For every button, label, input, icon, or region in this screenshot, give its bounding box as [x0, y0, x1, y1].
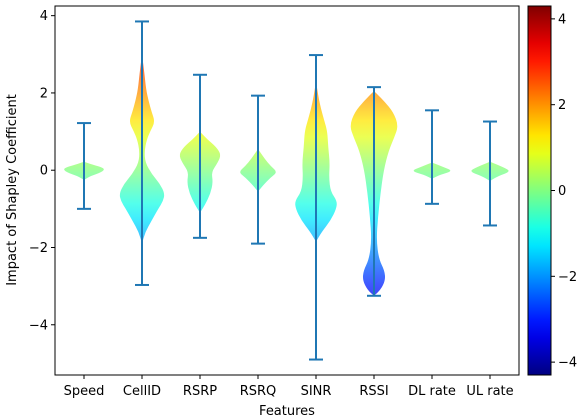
colorbar-tick-label: 4 [558, 12, 566, 27]
colorbar: −4 −2 0 2 4 [527, 5, 577, 376]
y-tick-label: 0 [40, 164, 48, 179]
x-tick-label: SINR [301, 384, 332, 399]
x-tick-label: RSRP [183, 384, 217, 399]
x-tick-label: RSRQ [240, 384, 277, 399]
x-tick-label: RSSI [359, 384, 388, 399]
y-tick-label: −2 [29, 241, 48, 256]
colorbar-tick-label: −4 [558, 356, 577, 371]
colorbar-gradient [527, 5, 552, 376]
y-tick-label: 2 [40, 86, 48, 101]
x-tick-label: CellID [123, 384, 161, 399]
axes-frame [54, 5, 520, 376]
y-axis-label: Impact of Shapley Coefficient [5, 94, 20, 286]
y-tick-label: −4 [29, 318, 48, 333]
x-tick-label: DL rate [408, 384, 456, 399]
plot-area [64, 20, 509, 361]
x-axis-label: Features [259, 404, 315, 419]
y-tick-label: 4 [40, 9, 48, 24]
x-tick-label: Speed [64, 384, 105, 399]
x-tick-label: UL rate [466, 384, 513, 399]
colorbar-tick-label: 2 [558, 98, 566, 113]
colorbar-tick-label: −2 [558, 270, 577, 285]
colorbar-tick-label: 0 [558, 184, 566, 199]
axes: Speed CellID RSRP RSRQ SINR RSSI DL rate UL rat… [29, 5, 520, 399]
